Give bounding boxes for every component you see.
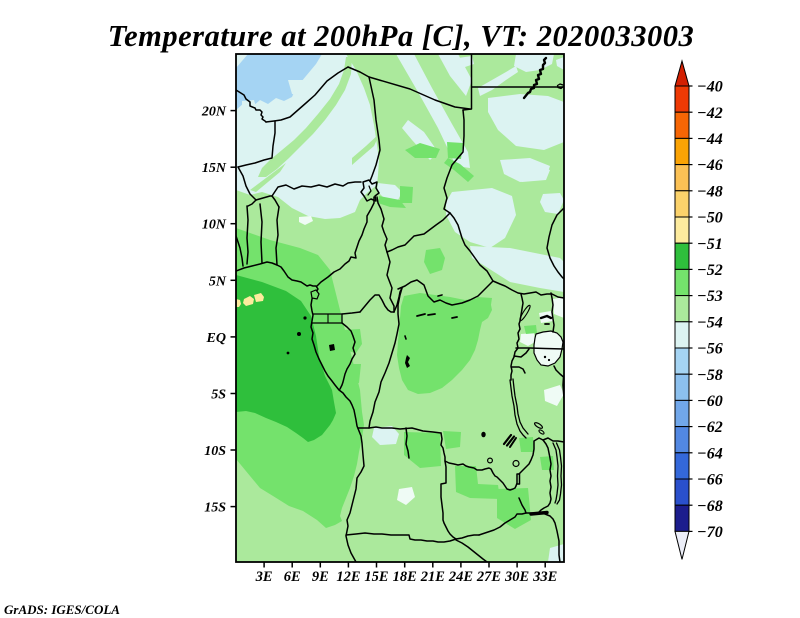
svg-text:−62: −62 [697,419,723,436]
svg-text:15S: 15S [204,501,226,516]
svg-text:−51: −51 [697,236,723,253]
svg-text:10N: 10N [202,218,227,233]
svg-text:−40: −40 [697,79,723,96]
svg-text:5S: 5S [211,388,226,403]
svg-text:33E: 33E [532,569,558,585]
svg-text:−68: −68 [697,498,723,515]
svg-text:27E: 27E [476,569,502,585]
svg-text:10S: 10S [204,444,226,459]
svg-text:Temperature at 200hPa [C], VT:: Temperature at 200hPa [C], VT: 202003300… [108,19,694,53]
svg-text:−70: −70 [697,524,723,541]
svg-text:12E: 12E [336,569,361,585]
svg-text:−53: −53 [697,288,723,305]
svg-text:−46: −46 [697,157,723,174]
svg-text:−50: −50 [697,210,723,227]
svg-text:−42: −42 [697,105,723,122]
svg-text:−66: −66 [697,472,723,489]
svg-text:9E: 9E [312,569,329,585]
svg-text:−60: −60 [697,393,723,410]
svg-text:18E: 18E [393,569,418,585]
svg-text:15N: 15N [202,161,227,176]
svg-text:−52: −52 [697,262,723,279]
svg-text:EQ: EQ [206,331,226,346]
svg-text:3E: 3E [255,569,273,585]
svg-text:−48: −48 [697,183,723,200]
svg-text:20N: 20N [201,105,227,120]
svg-text:15E: 15E [364,569,389,585]
svg-text:−56: −56 [697,341,723,358]
svg-text:−58: −58 [697,367,723,384]
svg-text:−54: −54 [697,314,723,331]
svg-text:24E: 24E [448,569,474,585]
svg-text:−64: −64 [697,445,723,462]
svg-text:21E: 21E [420,569,446,585]
svg-text:30E: 30E [504,569,530,585]
svg-text:GrADS: IGES/COLA: GrADS: IGES/COLA [4,602,120,617]
svg-text:−44: −44 [697,131,723,148]
svg-text:6E: 6E [284,569,301,585]
svg-text:5N: 5N [209,274,227,289]
